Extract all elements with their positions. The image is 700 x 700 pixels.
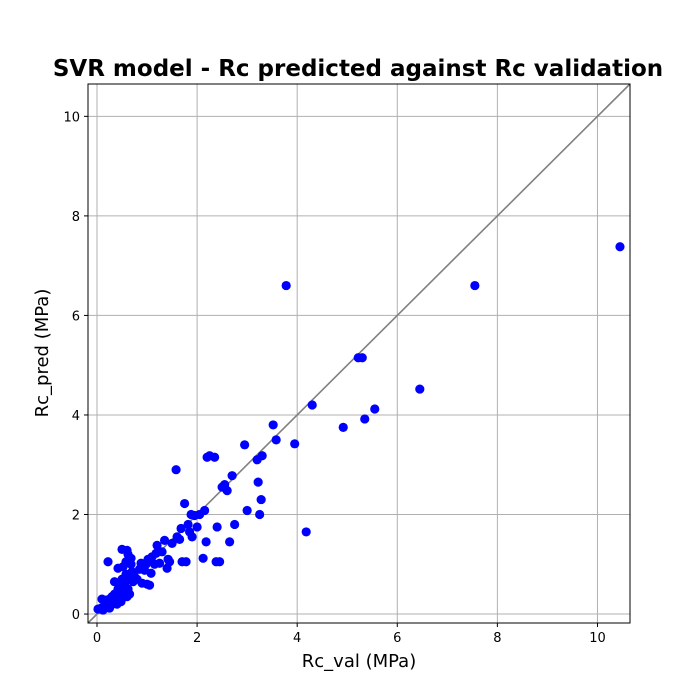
x-tick-label: 4 <box>293 631 301 646</box>
data-point <box>370 404 380 414</box>
data-point <box>179 498 190 509</box>
data-points <box>93 242 625 615</box>
y-axis-ticks: 0 2 4 6 8 10 <box>63 110 88 623</box>
data-point <box>201 537 211 547</box>
data-point <box>242 505 252 516</box>
data-point <box>126 553 136 563</box>
data-point <box>103 557 113 567</box>
data-point <box>200 505 210 516</box>
y-tick-label: 6 <box>72 309 80 324</box>
y-tick-label: 2 <box>72 509 80 524</box>
data-point <box>164 557 175 567</box>
data-point <box>470 280 480 291</box>
x-tick-label: 6 <box>393 631 401 646</box>
data-point <box>225 537 235 547</box>
data-point <box>174 534 185 544</box>
data-point <box>167 538 177 548</box>
x-axis-ticks: 0 2 4 6 8 10 <box>93 623 606 646</box>
data-point <box>240 440 250 450</box>
x-tick-label: 10 <box>589 631 606 646</box>
data-point <box>210 452 220 462</box>
data-point <box>198 553 208 563</box>
grid-lines <box>88 84 630 623</box>
data-point <box>176 523 186 534</box>
data-point <box>152 540 162 550</box>
y-tick-label: 4 <box>72 409 80 424</box>
data-point <box>230 519 240 530</box>
data-point <box>615 242 625 252</box>
data-point <box>181 557 191 567</box>
y-axis-label: Rc_pred (MPa) <box>32 289 53 418</box>
data-point <box>157 547 167 557</box>
x-tick-label: 8 <box>493 631 501 646</box>
data-point <box>159 535 170 545</box>
y-tick-label: 10 <box>63 110 80 125</box>
data-point <box>338 422 348 433</box>
x-tick-label: 0 <box>93 631 101 646</box>
data-point <box>281 280 291 291</box>
data-point <box>222 486 232 496</box>
data-point <box>307 400 317 410</box>
data-point <box>255 509 265 520</box>
data-point <box>187 532 197 542</box>
data-point <box>171 465 181 475</box>
plot-frame <box>87 83 631 624</box>
data-point <box>360 414 370 424</box>
data-point <box>301 527 311 537</box>
data-point <box>192 522 202 532</box>
data-point <box>215 557 225 567</box>
data-point <box>227 471 237 481</box>
data-point <box>144 580 155 590</box>
data-point <box>415 384 425 394</box>
data-point <box>154 558 165 568</box>
data-point <box>268 420 278 430</box>
x-tick-label: 2 <box>193 631 201 646</box>
chart-title: SVR model - Rc predicted against Rc vali… <box>53 56 663 82</box>
y-tick-label: 8 <box>72 210 80 225</box>
data-point <box>146 568 156 578</box>
data-point <box>271 435 281 445</box>
data-point <box>253 477 263 487</box>
data-point <box>124 589 135 599</box>
data-point <box>290 439 300 449</box>
data-point <box>183 519 193 530</box>
y-tick-label: 0 <box>72 608 80 623</box>
data-point <box>212 522 222 532</box>
x-axis-label: Rc_val (MPa) <box>302 651 416 672</box>
data-point <box>257 451 267 461</box>
data-point <box>256 494 266 505</box>
data-point <box>357 353 367 363</box>
